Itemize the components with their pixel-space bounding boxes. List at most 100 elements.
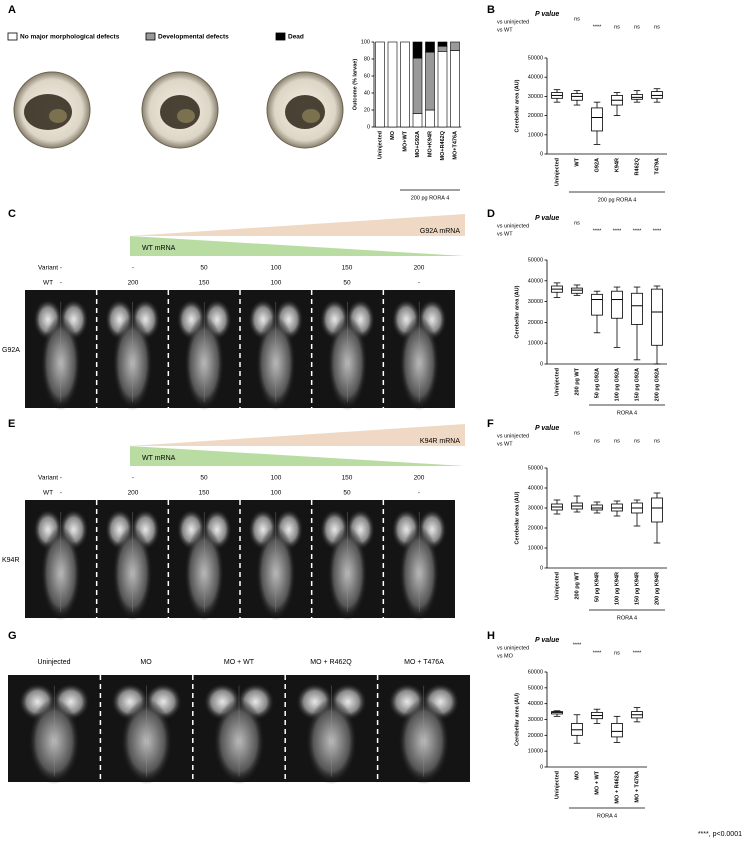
dose-value: 200 [414, 265, 425, 272]
y-tick-label: 50000 [528, 685, 543, 691]
panel-label: F [487, 418, 494, 430]
x-tick-label: MO+R462Q [440, 130, 446, 160]
dose-value: - [132, 265, 134, 272]
dose-value: 50 [200, 265, 208, 272]
gradient-label: WT mRNA [142, 455, 176, 462]
dose-value: 200 [128, 490, 139, 497]
panel-label: G [8, 630, 17, 642]
y-tick-label: 0 [540, 764, 543, 770]
y-tick-label: 50000 [528, 55, 543, 61]
column-label: MO + WT [224, 659, 255, 666]
dose-value: 150 [342, 475, 353, 482]
bar-segment [412, 57, 423, 114]
embryo-yolk [177, 109, 195, 123]
y-tick-label: 40000 [528, 278, 543, 284]
x-tick-label: 50 pg K94R [594, 572, 600, 602]
dose-value: 50 [343, 490, 351, 497]
dose-value: - [418, 280, 420, 287]
box [571, 287, 583, 294]
embryo-yolk [302, 109, 320, 123]
x-tick-label: 200 pg WT [574, 571, 580, 599]
panel-label: E [8, 418, 15, 430]
x-tick-label: MO + WT [594, 770, 600, 794]
bar-segment [412, 41, 423, 59]
gradient-wt [130, 446, 465, 466]
dose-value: 150 [199, 490, 210, 497]
y-tick-label: 40000 [528, 701, 543, 707]
significance: ns [654, 24, 660, 30]
y-axis-label: Cerebellar area (AU) [514, 285, 520, 338]
column-label: MO + T476A [404, 659, 444, 666]
y-tick-label: 20000 [528, 320, 543, 326]
bar-segment [425, 109, 435, 128]
bracket-label: RORA 4 [617, 615, 637, 621]
y-tick-label: 20000 [528, 113, 543, 119]
y-tick-label: 80 [364, 56, 370, 62]
y-tick-label: 0 [540, 565, 543, 571]
side-label: G92A [2, 347, 20, 354]
y-tick-label: 30000 [528, 505, 543, 511]
x-tick-label: MO + T476A [634, 771, 640, 803]
y-tick-label: 10000 [528, 341, 543, 347]
dose-value: 100 [271, 265, 282, 272]
x-tick-label: T479A [654, 158, 660, 175]
comparison-label: vs MO [497, 653, 514, 659]
dose-value: 150 [199, 280, 210, 287]
y-tick-label: 100 [361, 39, 370, 45]
x-tick-label: MO [574, 770, 580, 780]
dose-value: 100 [271, 475, 282, 482]
x-tick-label: Uninjected [554, 368, 560, 396]
significance: ns [654, 438, 660, 444]
x-tick-label: MO [390, 130, 396, 140]
comparison-label: vs WT [497, 27, 513, 33]
dose-value: 100 [271, 490, 282, 497]
panel-label: A [8, 4, 16, 16]
column-label: MO + R462Q [310, 659, 352, 666]
box [611, 723, 623, 738]
y-tick-label: 20000 [528, 733, 543, 739]
significance: **** [593, 650, 602, 656]
x-tick-label: 50 pg G92A [594, 368, 600, 398]
significance: ns [594, 438, 600, 444]
dose-value: 200 [414, 475, 425, 482]
box [611, 290, 623, 319]
significance: **** [633, 650, 642, 656]
pvalue-title: P value [535, 11, 559, 18]
gradient-label: G92A mRNA [420, 228, 460, 235]
embryo-yolk [49, 109, 67, 123]
x-tick-label: 100 pg K94R [614, 572, 620, 605]
x-tick-label: Uninjected [377, 131, 383, 159]
y-tick-label: 50000 [528, 465, 543, 471]
y-tick-label: 0 [540, 361, 543, 367]
significance: ns [614, 24, 620, 30]
comparison-label: vs uninjected [497, 645, 529, 651]
y-tick-label: 20 [364, 107, 370, 113]
bar-segment [437, 45, 448, 52]
legend-label: Dead [288, 34, 304, 41]
x-tick-label: Uninjected [554, 158, 560, 186]
box [651, 288, 663, 346]
x-tick-label: MO+T476A [452, 131, 458, 160]
y-axis-label: Cerebellar area (AU) [514, 491, 520, 544]
y-axis-label: Cerebellar area (AU) [514, 79, 520, 132]
x-tick-label: MO+WT [402, 130, 408, 151]
y-tick-label: 10000 [528, 749, 543, 755]
x-tick-label: K94R [614, 158, 620, 172]
y-tick-label: 60 [364, 73, 370, 79]
pvalue-title: P value [535, 425, 559, 432]
gradient-variant [130, 214, 465, 236]
gradient-wt [130, 236, 465, 256]
significance: ns [574, 16, 580, 22]
y-tick-label: 20000 [528, 525, 543, 531]
significance: ns [634, 438, 640, 444]
significance: ns [574, 220, 580, 226]
x-tick-label: Uninjected [554, 572, 560, 600]
x-tick-label: WT [574, 157, 580, 166]
y-tick-label: 30000 [528, 717, 543, 723]
significance: ns [634, 24, 640, 30]
legend-label: No major morphological defects [20, 34, 120, 41]
pvalue-title: P value [535, 637, 559, 644]
bar-segment [375, 41, 385, 128]
y-tick-label: 0 [540, 151, 543, 157]
